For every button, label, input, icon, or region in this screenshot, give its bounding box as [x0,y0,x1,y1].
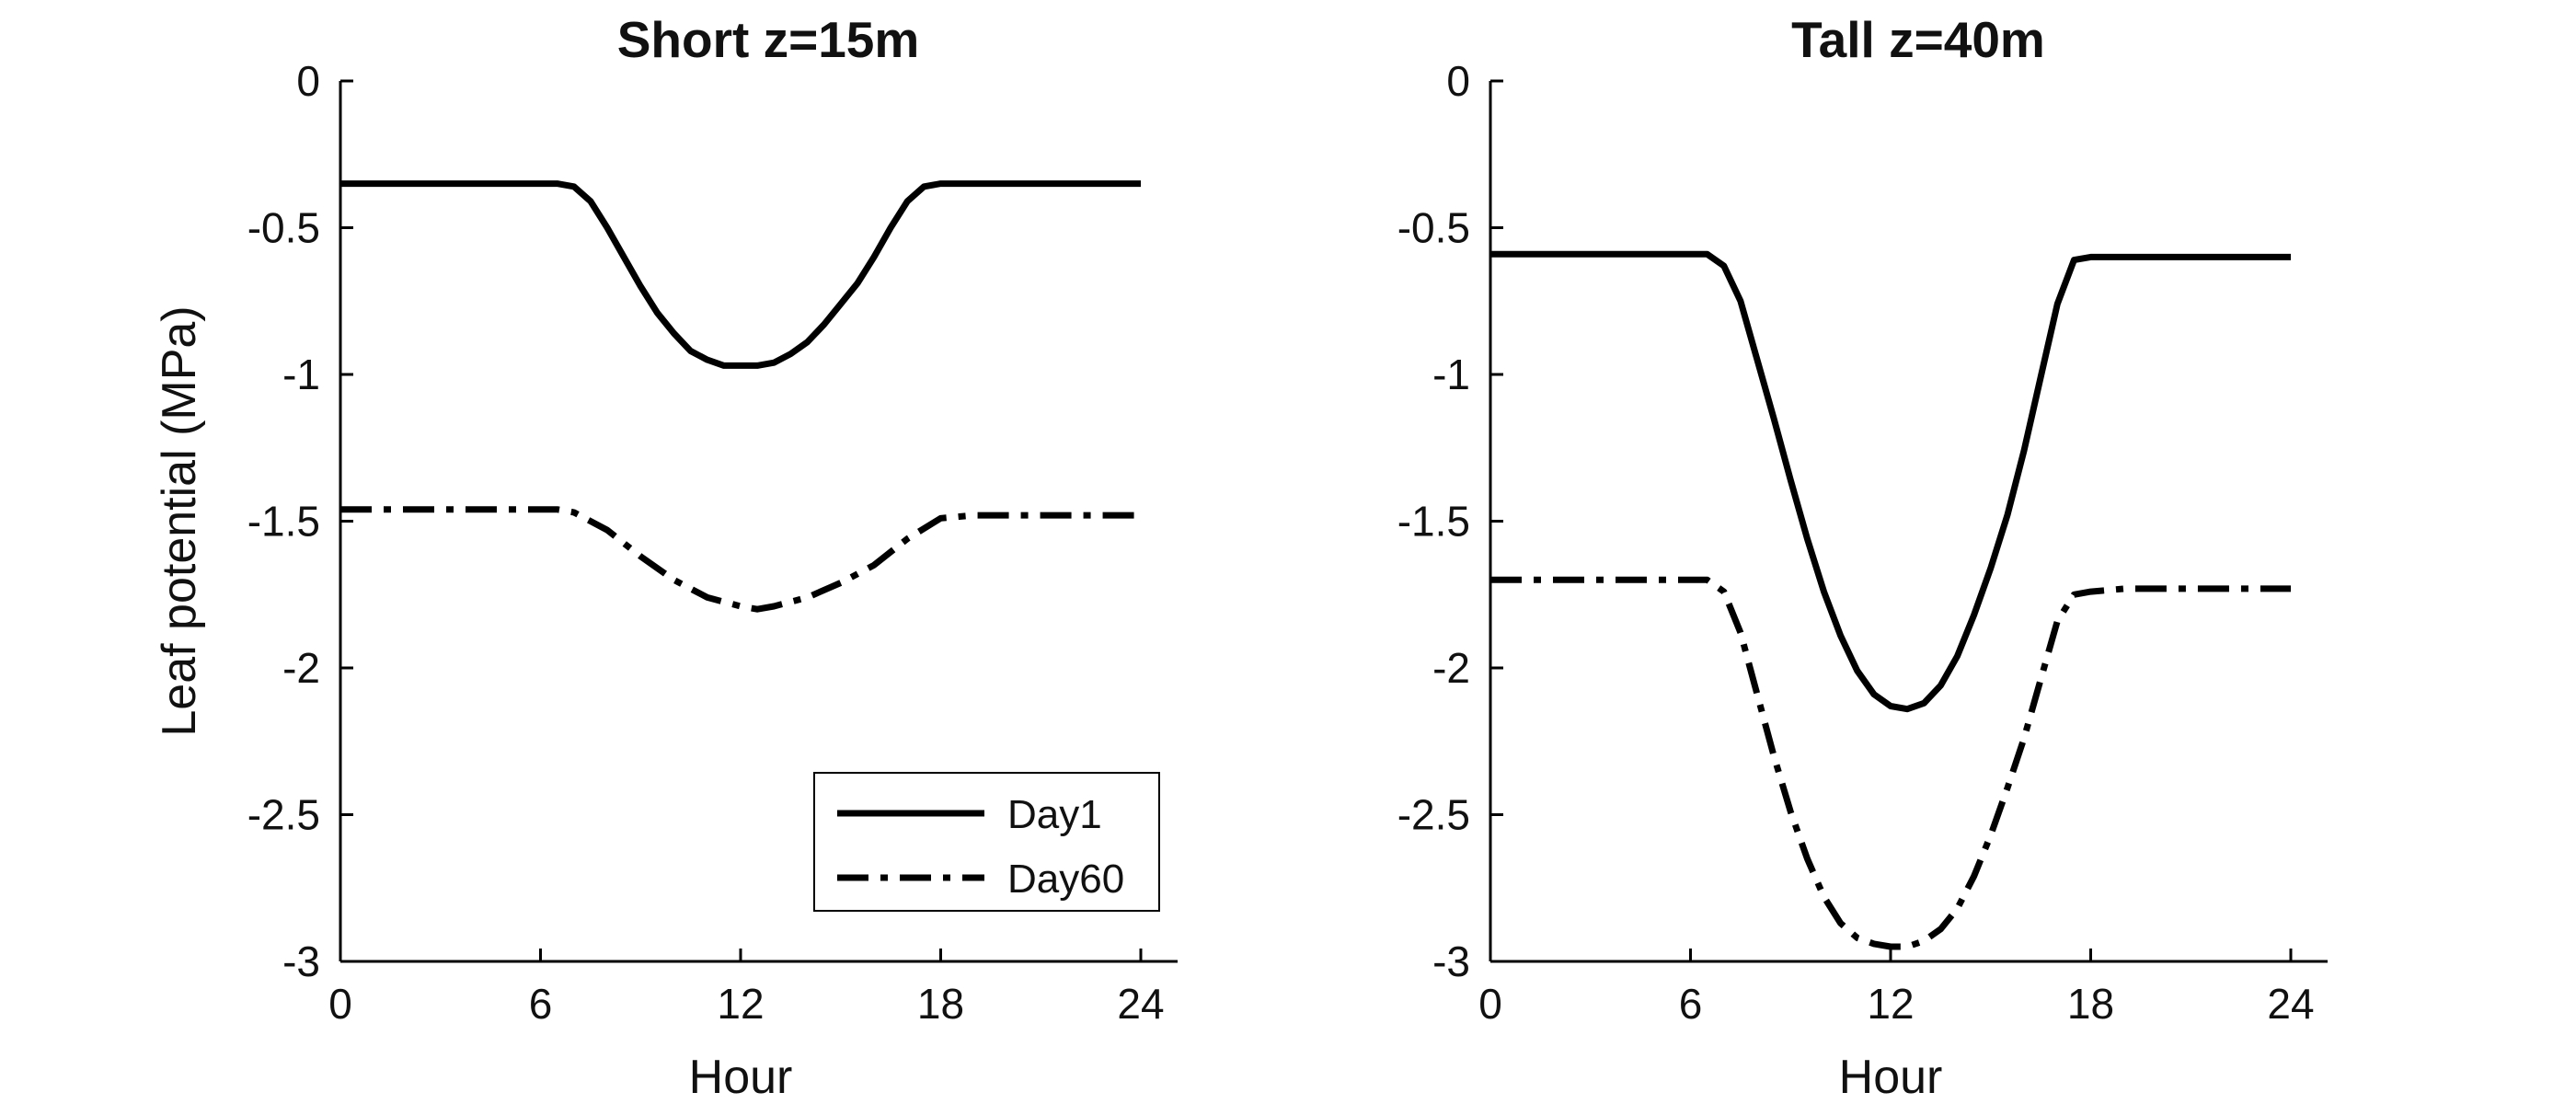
y-tick-label: -3 [1432,937,1470,985]
y-tick-label: 0 [296,57,320,105]
x-tick-label: 18 [2067,980,2114,1028]
y-tick-label: -3 [282,937,320,985]
series-line-day60 [1490,576,2291,950]
x-axis-label: Hour [689,1051,793,1104]
x-tick-label: 12 [717,980,764,1028]
y-tick-label: -0.5 [1397,204,1470,252]
x-tick-label: 0 [1478,980,1502,1028]
x-tick-label: 24 [1117,980,1164,1028]
x-tick-label: 24 [2267,980,2314,1028]
legend-label: Day1 [1007,792,1102,837]
chart-title: Short z=15m [617,11,920,68]
x-tick-label: 6 [529,980,553,1028]
x-axis-label: Hour [1839,1051,1943,1104]
series-line-day60 [340,506,1141,613]
y-tick-label: -1.5 [247,498,320,546]
y-tick-label: -2 [1432,644,1470,692]
y-axis-label: Leaf potential (MPa) [153,305,206,736]
y-tick-label: -1.5 [1397,498,1470,546]
y-tick-label: -2 [282,644,320,692]
y-tick-label: -1 [1432,351,1470,398]
y-tick-label: -1 [282,351,320,398]
x-tick-label: 6 [1679,980,1703,1028]
legend: Day1 Day60 [813,772,1160,912]
legend-box [813,772,1160,912]
legend-label: Day60 [1007,857,1124,902]
x-tick-label: 12 [1867,980,1914,1028]
series-line-day1 [1490,250,2291,713]
y-tick-label: -2.5 [1397,791,1470,839]
y-tick-label: 0 [1446,57,1470,105]
x-tick-label: 18 [917,980,964,1028]
x-tick-label: 0 [328,980,352,1028]
y-tick-label: -2.5 [247,791,320,839]
series-line-day1 [340,180,1141,369]
y-tick-label: -0.5 [247,204,320,252]
chart-title: Tall z=40m [1791,11,2045,68]
